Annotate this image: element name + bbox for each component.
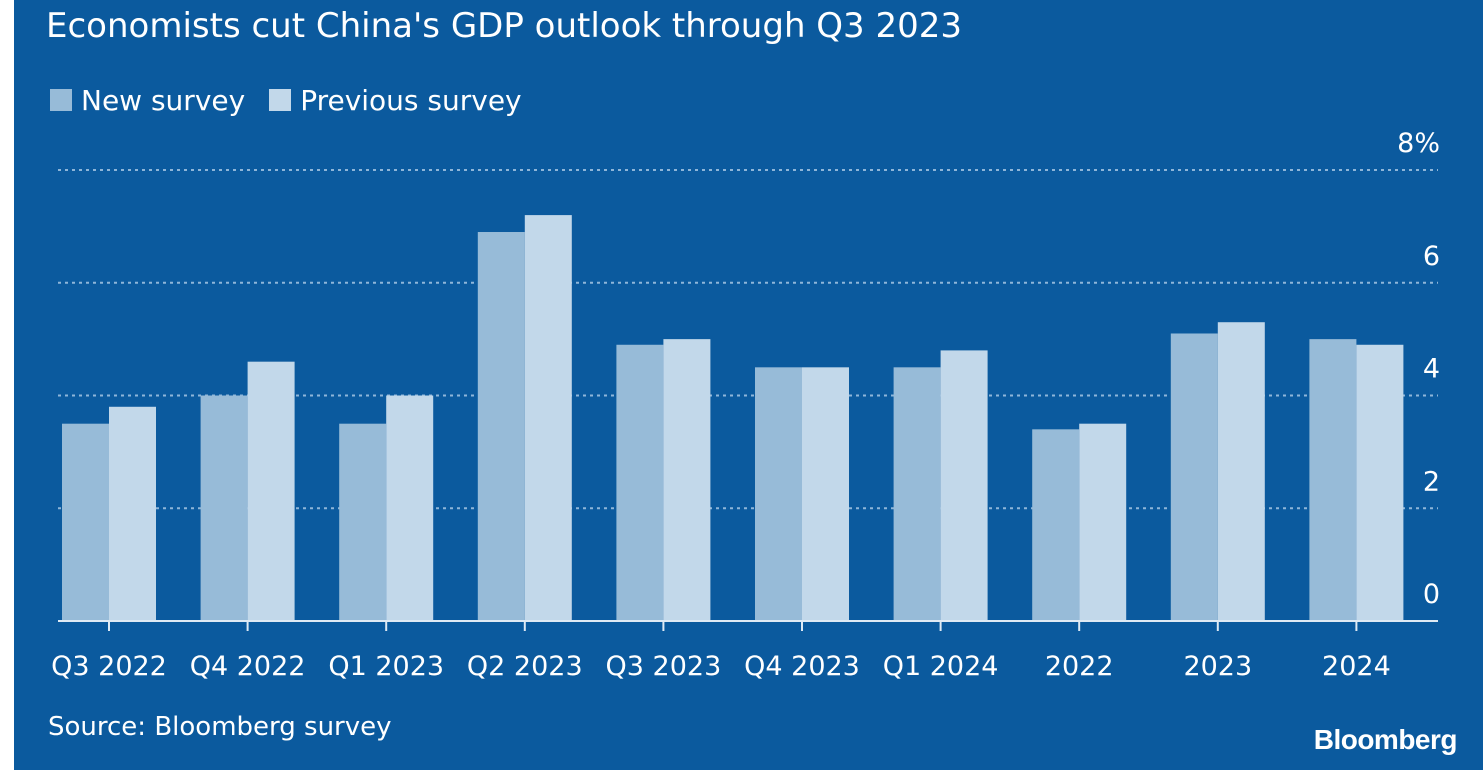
bar-new-2023 (1170, 333, 1218, 621)
bar-previous-2023 (1217, 322, 1265, 621)
x-tick-label: 2024 (1322, 651, 1391, 682)
x-tick-label: Q3 2023 (606, 651, 722, 682)
y-axis-tick-labels: 0 2 4 6 8% (1397, 128, 1440, 610)
bar-previous-q2-2023 (524, 215, 572, 621)
x-tick-label: Q2 2023 (467, 651, 583, 682)
bar-previous-q3-2022 (109, 406, 156, 621)
x-axis (58, 620, 1438, 631)
x-tick-label: Q3 2022 (51, 651, 167, 682)
x-axis-tick-labels: Q3 2022 Q4 2022 Q1 2023 Q2 2023 Q3 2023 Q4 20… (51, 651, 1391, 682)
legend-item-new-survey: New survey (50, 84, 245, 117)
x-tick-label: 2022 (1045, 651, 1114, 682)
bar-new-q1-2023 (339, 423, 387, 621)
bar-previous-2022 (1079, 423, 1127, 621)
chart-title: Economists cut China's GDP outlook throu… (46, 6, 963, 46)
bar-new-q2-2023 (477, 232, 525, 621)
legend-label-new-survey: New survey (81, 83, 246, 117)
bar-new-2024 (1309, 339, 1357, 621)
bar-previous-q1-2024 (940, 350, 988, 621)
legend-label-previous-survey: Previous survey (300, 83, 522, 117)
x-tick-label: Q1 2024 (883, 651, 999, 682)
source-note: Source: Bloomberg survey (48, 712, 392, 742)
x-tick-label: Q4 2022 (190, 651, 306, 682)
y-tick-label: 0 (1423, 579, 1440, 610)
bar-previous-2024 (1356, 344, 1404, 621)
bar-previous-q4-2023 (802, 367, 849, 621)
bars (62, 215, 1404, 621)
bar-new-q4-2023 (755, 367, 802, 621)
bar-new-2022 (1032, 429, 1080, 621)
x-tick-label: Q1 2023 (328, 651, 444, 682)
y-tick-label: 6 (1423, 241, 1440, 272)
x-tick-label: Q4 2023 (744, 651, 860, 682)
bar-new-q4-2022 (200, 395, 248, 621)
bar-previous-q1-2023 (386, 395, 434, 621)
x-tick-label: 2023 (1183, 651, 1252, 682)
bar-new-q3-2022 (62, 423, 109, 621)
y-tick-label: 4 (1423, 354, 1440, 385)
bar-previous-q4-2022 (247, 361, 295, 621)
legend-item-previous-survey: Previous survey (269, 83, 522, 117)
bar-previous-q3-2023 (663, 339, 711, 621)
legend-swatch-new-survey (50, 89, 72, 111)
bloomberg-logo: Bloomberg (1313, 724, 1458, 755)
bar-new-q3-2023 (616, 344, 664, 621)
legend-swatch-previous-survey (269, 89, 292, 111)
legend: New survey Previous survey (50, 80, 546, 120)
y-tick-label: 8% (1397, 128, 1440, 159)
bar-new-q1-2024 (893, 367, 941, 621)
y-tick-label: 2 (1423, 466, 1440, 497)
